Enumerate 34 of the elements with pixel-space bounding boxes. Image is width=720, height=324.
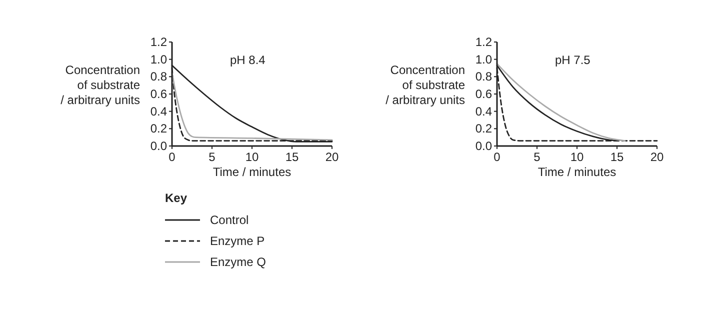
x-tick-label: 5 <box>534 150 541 164</box>
y-tick-label: 1.0 <box>475 52 492 66</box>
y-tick-label: 1.0 <box>150 52 168 66</box>
x-axis-title: Time / minutes <box>212 165 292 179</box>
y-tick-label: 0.2 <box>475 122 492 136</box>
y-tick-label: 0.8 <box>150 70 168 84</box>
x-axis-title: Time / minutes <box>538 165 616 179</box>
x-tick-label: 0 <box>168 150 176 164</box>
y-axis-title: Concentration of substrate / arbitrary units <box>60 63 140 107</box>
y-tick-label: 0.0 <box>150 139 168 153</box>
legend-label: Enzyme P <box>210 234 265 248</box>
y-tick-label: 0.2 <box>150 122 168 136</box>
text: pH 7.5 <box>555 53 591 67</box>
y-tick-label: 0.4 <box>150 104 168 118</box>
y-tick-label: 1.2 <box>475 35 492 49</box>
x-tick-label: 10 <box>570 150 584 164</box>
y-tick-label: 0.4 <box>475 104 492 118</box>
x-tick-label: 15 <box>610 150 624 164</box>
legend-label: Enzyme Q <box>210 255 266 269</box>
x-tick-label: 15 <box>285 150 299 164</box>
y-tick-label: 0.0 <box>475 139 492 153</box>
legend-label: Control <box>210 213 249 227</box>
x-tick-label: 20 <box>325 150 339 164</box>
y-axis-title: Concentration of substrate / arbitrary units <box>386 63 466 107</box>
legend-title: Key <box>165 191 188 205</box>
text: pH 8.4 <box>230 53 266 67</box>
y-tick-label: 0.8 <box>475 70 492 84</box>
y-tick-label: 1.2 <box>150 35 168 49</box>
y-tick-label: 0.6 <box>475 87 492 101</box>
x-tick-label: 5 <box>208 150 216 164</box>
x-tick-label: 20 <box>650 150 664 164</box>
x-tick-label: 0 <box>494 150 501 164</box>
x-tick-label: 10 <box>245 150 259 164</box>
y-tick-label: 0.6 <box>150 87 168 101</box>
